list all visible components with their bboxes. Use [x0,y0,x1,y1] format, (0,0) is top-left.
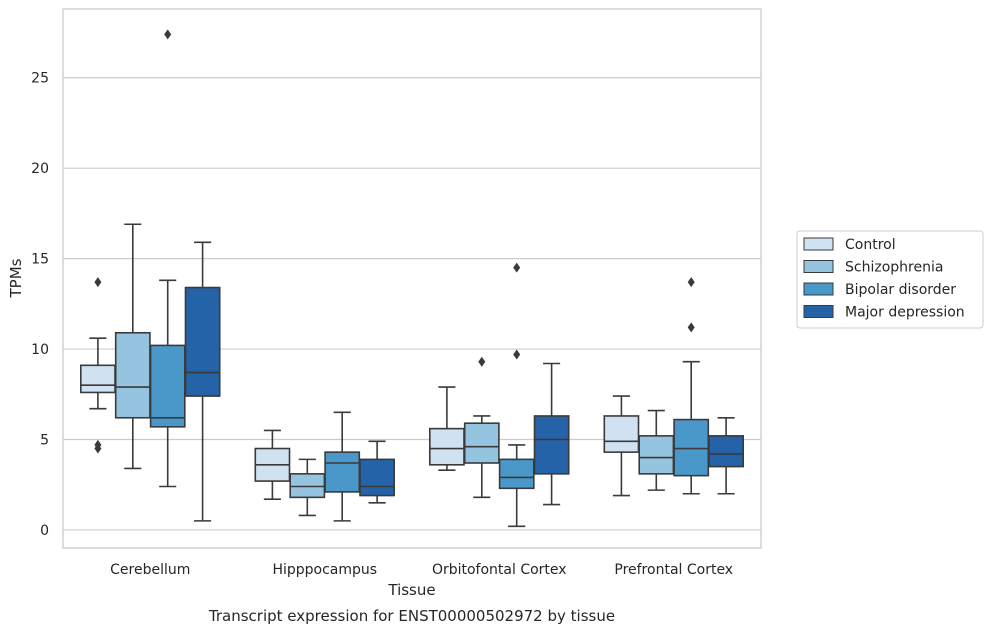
x-tick-label-0: Cerebellum [110,562,190,578]
y-tick-label-15: 15 [31,252,49,268]
box-3-0 [603,395,640,497]
legend-label-0: Control [845,237,896,253]
box-body [673,418,710,477]
legend-label-2: Bipolar disorder [845,282,956,298]
outlier-0 [164,29,172,40]
x-tick-labels: Cerebellum Hipppocampus Orbitofontal Corte… [110,562,733,578]
outlier-0 [687,277,695,288]
legend-swatch-1 [803,260,834,273]
x-tick-label-3: Prefrontal Cortex [614,562,733,578]
box-3-3 [708,416,745,495]
box-body [184,286,221,397]
box-body [498,458,535,490]
box-2-2 [498,262,535,528]
outlier-0 [478,356,486,367]
box-0-1 [114,223,151,470]
x-tick-label-2: Orbitofontal Cortex [432,562,567,578]
legend-frame [796,230,984,329]
y-tick-label-10: 10 [31,342,49,358]
box-body [603,415,640,453]
y-axis-title: TPMs [7,258,25,298]
x-axis-title: Tissue [387,581,435,599]
legend-label-1: Schizophrenia [845,260,943,276]
y-tick-label-25: 25 [31,71,49,87]
x-tick-label-1: Hipppocampus [272,562,377,578]
box-body [79,364,116,394]
box-0-2 [149,29,186,488]
box-body [533,415,570,475]
legend-swatch-3 [803,305,834,318]
legend-label-3: Major depression [845,305,965,321]
box-2-3 [533,362,570,506]
box-3-2 [673,277,710,495]
box-body [428,427,465,466]
outlier-1 [513,349,521,360]
legend-swatch-2 [803,282,834,296]
box-1-3 [359,440,396,504]
box-body [638,435,675,475]
y-tick-label-5: 5 [40,432,49,448]
box-body [359,458,396,497]
outlier-0 [94,277,102,288]
box-body [324,451,361,493]
box-2-1 [463,356,500,499]
legend-swatch-0 [803,237,834,251]
box-body [289,473,326,499]
box-body [463,422,500,464]
chart-caption: Transcript expression for ENST0000050297… [208,607,615,625]
plot-frame [62,8,762,549]
box-body [114,331,151,419]
box-1-0 [254,429,291,500]
box-body [708,435,745,468]
box-0-0 [79,277,116,454]
outlier-1 [687,322,695,333]
box-1-2 [324,411,361,522]
outlier-2 [94,443,102,454]
box-series [79,29,745,528]
y-tick-label-0: 0 [40,523,49,539]
box-3-1 [638,409,675,491]
y-tick-label-20: 20 [31,161,49,177]
box-1-1 [289,458,326,517]
box-2-0 [428,386,465,472]
legend: Control Schizophrenia Bipolar disorder Majo… [796,230,984,329]
outlier-0 [513,262,521,273]
y-tick-labels: 0 5 10 15 20 25 [31,71,49,539]
box-0-3 [184,241,221,522]
box-body [149,344,186,428]
